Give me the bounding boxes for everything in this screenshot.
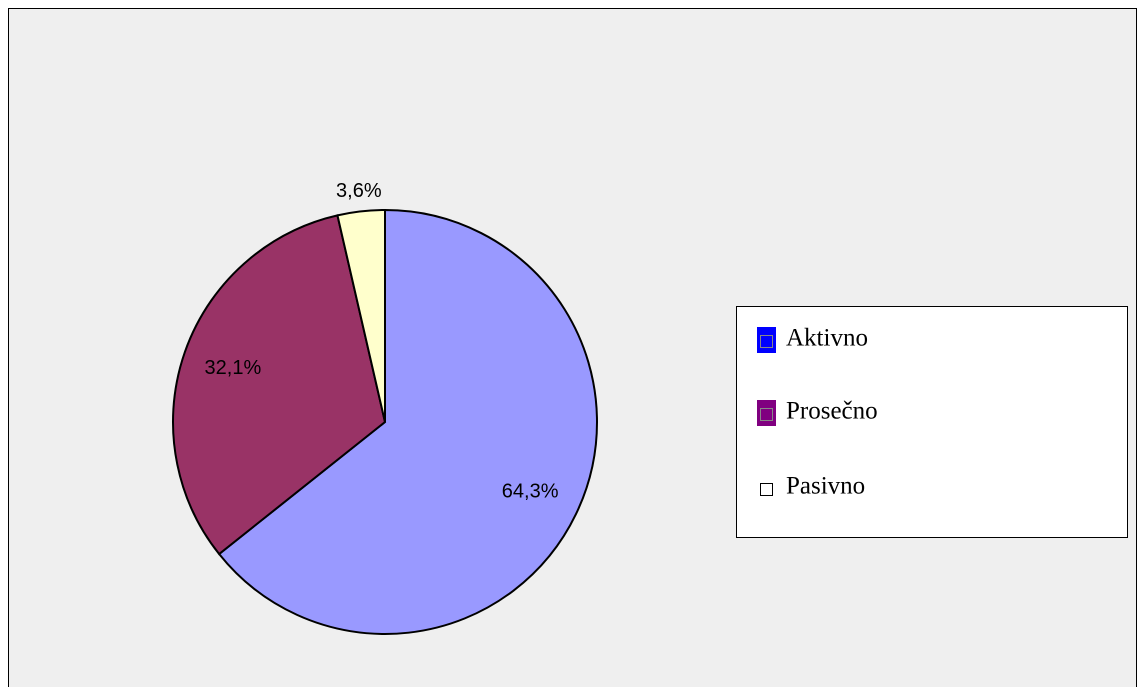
legend-marker: [757, 327, 776, 353]
legend-marker-box: [760, 483, 773, 496]
pie-slice: [172, 214, 387, 556]
legend-marker: [757, 400, 776, 426]
legend-label: Prosečno: [786, 398, 878, 425]
legend-label: Pasivno: [786, 473, 865, 500]
legend-box: [736, 306, 1128, 538]
data-label: 64,3%: [502, 480, 559, 502]
legend-marker: [757, 475, 776, 501]
pie-slice: [336, 208, 386, 423]
legend-marker-box: [760, 408, 773, 421]
pie-slice: [217, 208, 598, 635]
legend-label: Aktivno: [786, 325, 868, 352]
data-label: 32,1%: [205, 357, 262, 379]
legend-marker-box: [760, 335, 773, 348]
data-label: 3,6%: [336, 180, 382, 202]
